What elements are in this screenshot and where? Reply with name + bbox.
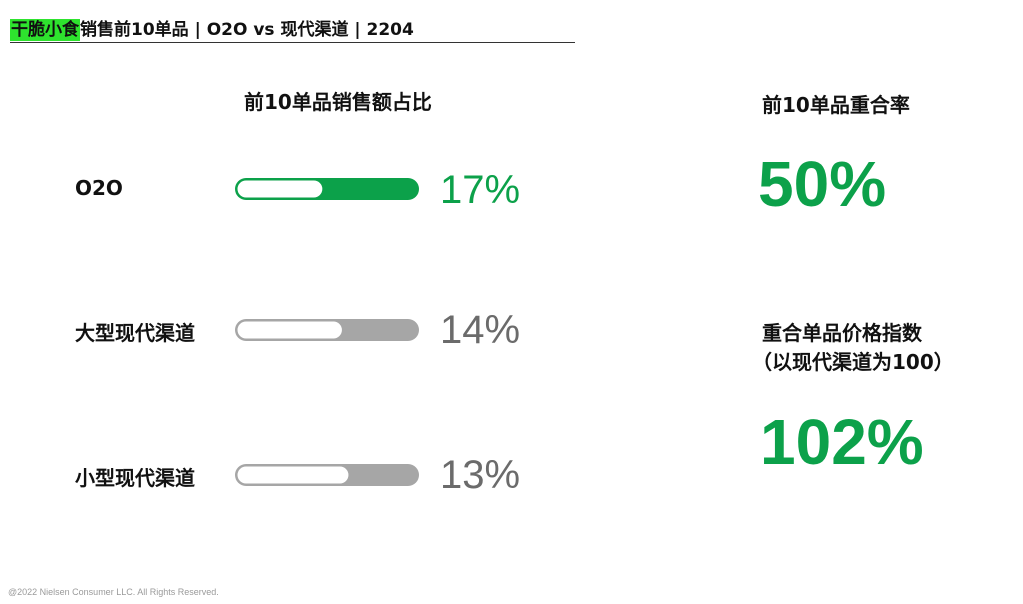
title-highlight: 干脆小食	[10, 19, 80, 41]
price-index-title-line1: 重合单品价格指数	[762, 321, 922, 345]
price-index-value: 102%	[760, 406, 924, 478]
row-label-o2o: O2O	[75, 176, 123, 200]
overlap-title: 前10单品重合率	[762, 93, 910, 117]
pct-label-small-modern: 13%	[440, 453, 521, 497]
pct-label-o2o: 17%	[440, 168, 521, 212]
bar-value-1	[237, 321, 342, 339]
row-label-small-modern: 小型现代渠道	[75, 466, 195, 490]
page-title: 干脆小食销售前10单品 | O2O vs 现代渠道 | 2204	[10, 15, 575, 43]
footer-copyright: @2022 Nielsen Consumer LLC. All Rights R…	[8, 587, 219, 597]
overlap-value: 50%	[758, 148, 887, 220]
left-panel-title: 前10单品销售额占比	[244, 90, 432, 114]
price-index-title-line2: （以现代渠道为100）	[752, 350, 954, 374]
bar-value-0	[237, 180, 323, 198]
bar-value-2	[237, 466, 349, 484]
row-label-large-modern: 大型现代渠道	[75, 321, 195, 345]
title-text: 销售前10单品 | O2O vs 现代渠道 | 2204	[80, 20, 414, 40]
pct-label-large-modern: 14%	[440, 308, 521, 352]
